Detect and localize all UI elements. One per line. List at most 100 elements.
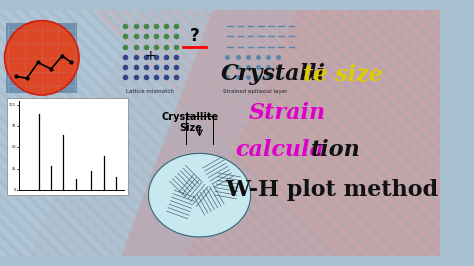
Polygon shape	[392, 10, 474, 256]
Polygon shape	[197, 10, 451, 256]
Polygon shape	[390, 10, 474, 256]
Polygon shape	[260, 10, 474, 256]
Polygon shape	[353, 10, 474, 256]
Polygon shape	[470, 10, 474, 256]
Polygon shape	[145, 10, 399, 256]
Polygon shape	[130, 10, 384, 256]
Polygon shape	[208, 10, 462, 256]
Polygon shape	[182, 10, 436, 256]
Polygon shape	[52, 10, 306, 256]
Polygon shape	[468, 10, 474, 256]
Polygon shape	[377, 10, 474, 256]
Text: 0: 0	[14, 188, 16, 192]
Polygon shape	[403, 10, 474, 256]
Polygon shape	[327, 10, 474, 256]
Polygon shape	[0, 10, 20, 256]
Polygon shape	[299, 10, 474, 256]
Polygon shape	[338, 10, 474, 256]
Ellipse shape	[5, 21, 79, 95]
Bar	[7, 23, 77, 93]
Polygon shape	[0, 10, 85, 256]
Polygon shape	[26, 10, 280, 256]
Polygon shape	[106, 10, 360, 256]
Text: Strain: Strain	[249, 102, 326, 124]
Polygon shape	[0, 10, 164, 256]
Polygon shape	[0, 10, 228, 256]
Polygon shape	[312, 10, 474, 256]
Polygon shape	[65, 10, 319, 256]
Polygon shape	[444, 10, 474, 256]
Polygon shape	[314, 10, 474, 256]
Polygon shape	[405, 10, 474, 256]
Text: calcula: calcula	[235, 139, 324, 161]
Polygon shape	[0, 10, 255, 256]
Polygon shape	[455, 10, 474, 256]
Polygon shape	[0, 10, 215, 256]
Polygon shape	[39, 10, 293, 256]
Polygon shape	[195, 10, 449, 256]
Polygon shape	[0, 10, 241, 256]
Polygon shape	[247, 10, 474, 256]
Text: Crystallite
Size: Crystallite Size	[162, 112, 219, 133]
Polygon shape	[184, 10, 438, 256]
Polygon shape	[117, 10, 371, 256]
Polygon shape	[0, 10, 124, 256]
Polygon shape	[0, 10, 33, 256]
Polygon shape	[93, 10, 347, 256]
Text: Strained epitaxial layer: Strained epitaxial layer	[223, 89, 287, 94]
Polygon shape	[121, 10, 440, 256]
Text: +: +	[145, 49, 156, 63]
Polygon shape	[104, 10, 358, 256]
Polygon shape	[132, 10, 386, 256]
Polygon shape	[379, 10, 474, 256]
Polygon shape	[288, 10, 474, 256]
Text: te size: te size	[302, 63, 383, 85]
Polygon shape	[210, 10, 464, 256]
Polygon shape	[365, 10, 474, 256]
Text: 25: 25	[11, 167, 16, 171]
Text: 100: 100	[9, 103, 16, 107]
Text: Crystalli: Crystalli	[221, 63, 326, 85]
Text: Lattice mismatch: Lattice mismatch	[127, 89, 174, 94]
Ellipse shape	[5, 21, 79, 95]
Polygon shape	[171, 10, 425, 256]
Polygon shape	[221, 10, 474, 256]
Polygon shape	[262, 10, 474, 256]
Polygon shape	[431, 10, 474, 256]
Polygon shape	[364, 10, 474, 256]
Polygon shape	[169, 10, 423, 256]
Polygon shape	[325, 10, 474, 256]
Text: W-H plot method: W-H plot method	[226, 179, 438, 201]
Polygon shape	[78, 10, 332, 256]
Polygon shape	[442, 10, 474, 256]
Polygon shape	[273, 10, 474, 256]
Polygon shape	[91, 10, 345, 256]
Polygon shape	[456, 10, 474, 256]
Polygon shape	[143, 10, 397, 256]
Polygon shape	[0, 10, 46, 256]
Polygon shape	[416, 10, 474, 256]
Polygon shape	[418, 10, 474, 256]
Polygon shape	[28, 10, 297, 256]
Polygon shape	[236, 10, 474, 256]
Polygon shape	[351, 10, 474, 256]
Polygon shape	[340, 10, 474, 256]
Polygon shape	[0, 10, 99, 256]
Polygon shape	[275, 10, 474, 256]
Polygon shape	[429, 10, 474, 256]
Polygon shape	[223, 10, 474, 256]
Polygon shape	[156, 10, 410, 256]
Polygon shape	[158, 10, 412, 256]
Polygon shape	[286, 10, 474, 256]
Polygon shape	[301, 10, 474, 256]
Polygon shape	[234, 10, 474, 256]
Polygon shape	[0, 10, 8, 256]
Text: 50: 50	[11, 146, 16, 149]
Ellipse shape	[148, 153, 251, 237]
Polygon shape	[0, 10, 176, 256]
Text: tion: tion	[311, 139, 361, 161]
Polygon shape	[0, 10, 59, 256]
Polygon shape	[119, 10, 373, 256]
Bar	[8, 98, 128, 195]
Polygon shape	[0, 10, 137, 256]
